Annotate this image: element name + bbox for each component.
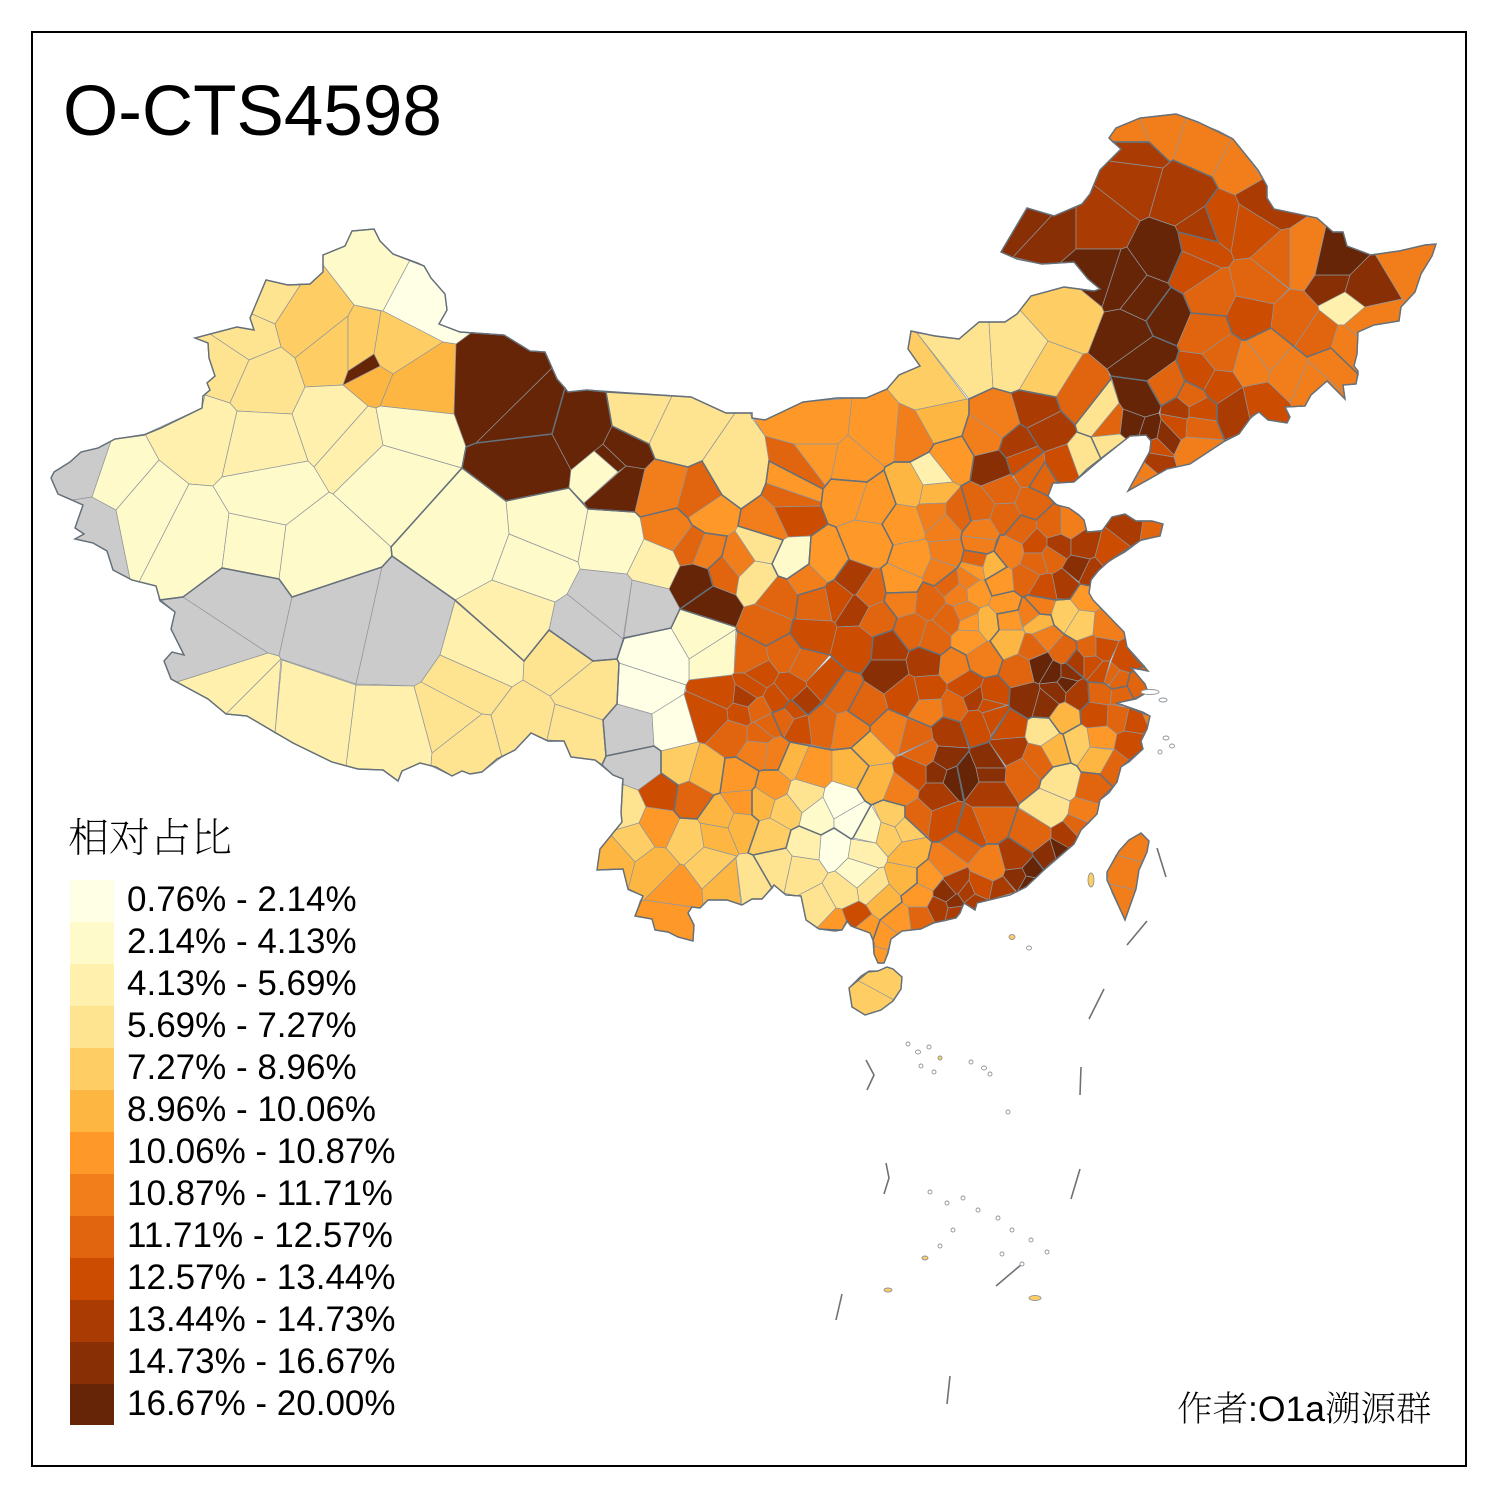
dash-segment xyxy=(946,1375,951,1405)
dash-segment xyxy=(835,1293,843,1321)
island xyxy=(960,1195,966,1201)
legend-label: 16.67% - 20.00% xyxy=(127,1383,396,1423)
legend-label: 7.27% - 8.96% xyxy=(127,1047,357,1087)
legend-swatch xyxy=(70,1005,114,1048)
province-border-BJ xyxy=(998,423,1046,476)
national-outline xyxy=(50,113,1437,1016)
dash-segment xyxy=(883,1162,890,1195)
island xyxy=(1028,1237,1034,1243)
legend-label: 4.13% - 5.69% xyxy=(127,963,357,1003)
legend-swatch xyxy=(70,1173,114,1216)
prefecture-cells xyxy=(50,113,1437,1016)
legend-swatch xyxy=(70,1047,114,1090)
island xyxy=(915,1049,921,1055)
legend-swatch xyxy=(70,1131,114,1174)
map-cell-Chongzhou xyxy=(685,674,736,710)
island xyxy=(1044,1249,1050,1255)
legend-label: 13.44% - 14.73% xyxy=(127,1299,396,1339)
legend-label: 10.87% - 11.71% xyxy=(127,1173,393,1213)
dash-segment xyxy=(1126,920,1148,946)
island xyxy=(937,1243,943,1249)
island xyxy=(968,1059,974,1065)
small-islands xyxy=(883,689,1175,1301)
legend-swatch xyxy=(70,1341,114,1384)
island xyxy=(905,1041,911,1047)
dash-segment xyxy=(1070,1168,1081,1200)
island xyxy=(1008,934,1016,940)
dash-segment xyxy=(1088,988,1105,1020)
island xyxy=(931,1069,937,1075)
page-title: O-CTS4598 xyxy=(63,72,442,151)
legend-label: 12.57% - 13.44% xyxy=(127,1257,396,1297)
island xyxy=(987,1071,993,1077)
legend-label: 5.69% - 7.27% xyxy=(127,1005,357,1045)
legend-swatch xyxy=(70,1299,114,1342)
legend-swatch xyxy=(70,963,114,1006)
legend-swatch xyxy=(70,1383,114,1426)
island xyxy=(883,1287,893,1293)
map-cell-Laibin xyxy=(834,857,880,889)
island xyxy=(926,1044,932,1050)
island xyxy=(918,1063,924,1069)
island xyxy=(1009,1227,1015,1233)
island xyxy=(1026,945,1032,951)
island xyxy=(950,1227,956,1233)
attribution: 作者:O1a溯源群 xyxy=(1177,1388,1432,1440)
island xyxy=(1028,1295,1042,1301)
island xyxy=(1005,1109,1011,1115)
legend-swatch xyxy=(70,1257,114,1300)
island xyxy=(1087,872,1095,888)
dash-segment xyxy=(995,1263,1023,1287)
island xyxy=(999,1251,1005,1257)
map-cell-Laiwu xyxy=(1041,545,1068,575)
dash-segment xyxy=(1156,847,1167,878)
map-cell-TaklamakanC xyxy=(212,460,330,526)
dash-segment xyxy=(1079,1066,1082,1096)
plot-panel-border xyxy=(31,31,1467,1467)
legend-swatch xyxy=(70,880,114,922)
map-cell-YiMeng xyxy=(1061,554,1091,583)
island xyxy=(1019,1261,1025,1267)
glyph-text xyxy=(1178,1391,1431,1424)
legend-label: 2.14% - 4.13% xyxy=(127,921,357,961)
map-cell-Huizhou xyxy=(968,870,994,901)
island xyxy=(1162,735,1170,741)
legend-label: 8.96% - 10.06% xyxy=(127,1089,377,1129)
island xyxy=(975,1207,981,1213)
island xyxy=(1140,689,1160,695)
legend-label: 0.76% - 2.14% xyxy=(127,879,357,919)
legend-label: 11.71% - 12.57% xyxy=(127,1215,393,1255)
legend-label: 14.73% - 16.67% xyxy=(127,1341,396,1381)
glyph-text xyxy=(69,817,231,855)
legend-title: 相对占比 xyxy=(68,814,232,873)
island xyxy=(921,1255,929,1261)
island xyxy=(981,1065,987,1071)
map-cell-HaixiE xyxy=(577,508,645,575)
nine-dash-line xyxy=(835,847,1167,1405)
island xyxy=(927,1189,933,1195)
island xyxy=(1169,743,1175,749)
island xyxy=(937,1055,943,1061)
legend-swatch xyxy=(70,1089,114,1132)
legend-swatch xyxy=(70,1215,114,1258)
island xyxy=(944,1200,950,1206)
legend-label: 10.06% - 10.87% xyxy=(127,1131,396,1171)
legend-swatch xyxy=(70,921,114,964)
island xyxy=(1157,749,1163,755)
dash-segment xyxy=(865,1059,875,1091)
map-cell-Golmud xyxy=(491,533,581,603)
island xyxy=(995,1215,1001,1221)
island xyxy=(1158,697,1168,703)
